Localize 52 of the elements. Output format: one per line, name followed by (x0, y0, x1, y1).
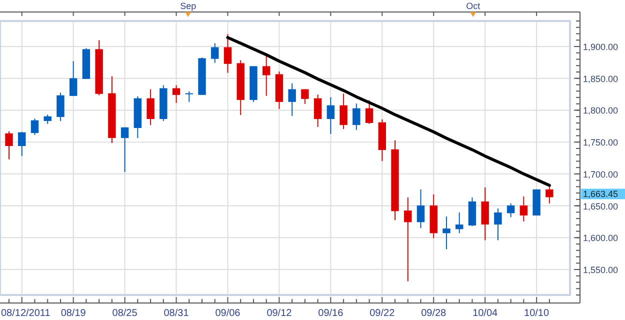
text: 1,663.45 (583, 189, 618, 200)
candlestick (494, 208, 502, 241)
candlestick (352, 103, 360, 130)
candlestick (301, 88, 309, 104)
x-tick-label: 10/10 (524, 308, 550, 319)
y-tick-label: 1,550.00 (583, 265, 618, 276)
text: Oct (466, 1, 481, 11)
y-tick-label: 1,800.00 (583, 106, 618, 116)
candlestick (520, 196, 528, 222)
candlestick (455, 212, 464, 234)
candlestick (224, 34, 232, 74)
candlestick (44, 114, 52, 124)
y-tick-label: 1,600.00 (583, 233, 618, 244)
candlestick (416, 188, 425, 229)
candlestick (481, 186, 489, 241)
candlestick (314, 94, 322, 128)
candlestick (146, 88, 154, 126)
candlestick (211, 42, 219, 64)
line-series (226, 36, 551, 187)
candlestick (506, 202, 515, 218)
candlestick (262, 54, 270, 96)
x-tick-label: 08/12/2011 (1, 308, 51, 319)
x-tick-label: 08/31 (164, 308, 190, 319)
y-tick-label: 1,750.00 (583, 138, 618, 148)
candlestick (326, 96, 335, 134)
candlestick (5, 130, 13, 160)
candlestick (546, 186, 554, 204)
candlestick (365, 100, 374, 124)
x-tick-label: 10/04 (472, 308, 498, 319)
candlestick (404, 196, 412, 282)
text: Sep (180, 1, 196, 11)
y-tick-label: 1,650.00 (583, 201, 618, 212)
candlestick (120, 126, 129, 173)
candlestick (340, 93, 348, 130)
x-tick-label: 09/28 (421, 308, 447, 319)
y-tick-label: 1,850.00 (583, 74, 618, 84)
candlestick (18, 131, 26, 157)
y-tick-label: 1,700.00 (583, 169, 618, 180)
x-tick-label: 08/19 (60, 308, 86, 319)
x-tick-label: 09/12 (266, 308, 292, 319)
candlestick (288, 82, 296, 116)
candlestick (30, 118, 39, 136)
x-tick-label: 09/06 (215, 308, 241, 319)
candlestick (442, 216, 450, 250)
candlestick (185, 90, 193, 102)
candlestick (69, 60, 78, 96)
x-tick-label: 08/25 (112, 308, 138, 319)
candlestick (56, 92, 64, 122)
x-tick-label: 09/16 (318, 308, 344, 319)
x-tick-label: 09/22 (370, 308, 396, 319)
candlestick (172, 84, 180, 104)
y-tick-label: 1,900.00 (583, 42, 618, 52)
